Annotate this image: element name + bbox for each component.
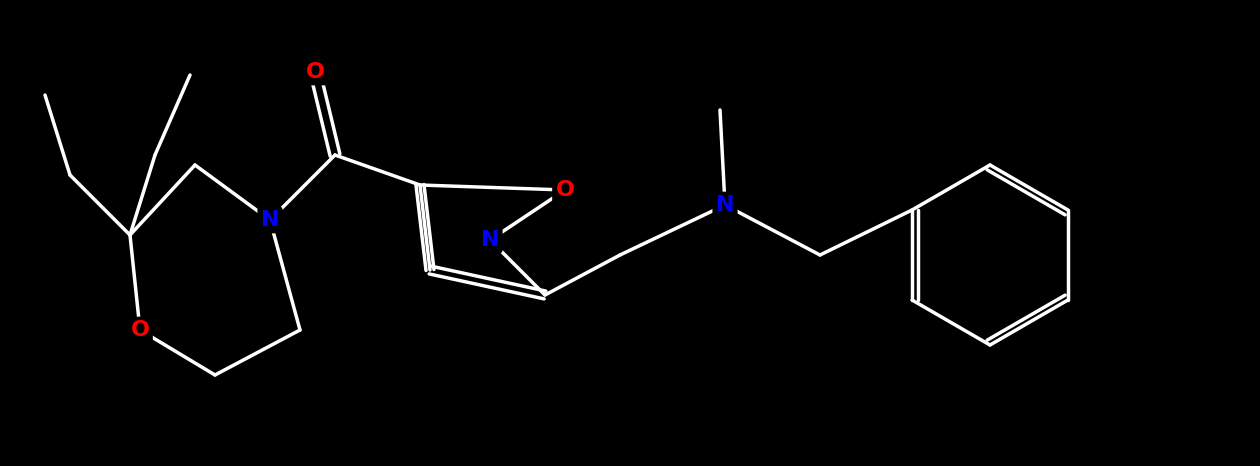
Text: N: N bbox=[716, 195, 735, 215]
Text: O: O bbox=[556, 180, 575, 200]
Text: N: N bbox=[261, 210, 280, 230]
Text: O: O bbox=[131, 320, 150, 340]
Text: N: N bbox=[481, 230, 499, 250]
Text: O: O bbox=[305, 62, 325, 82]
